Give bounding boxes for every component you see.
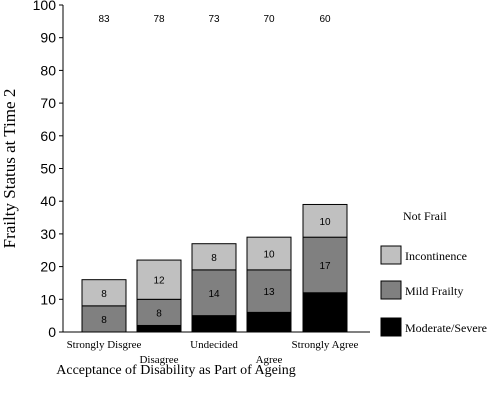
labels: 8 8 83 Strongly Disgree 8 12 78 Disagree 14 8 73 Un… xyxy=(67,14,359,366)
legend: Not Frail Incontinence Mild Frailty Moderat… xyxy=(380,209,487,337)
segment-value-label: 8 xyxy=(156,308,162,319)
bar-segment xyxy=(191,315,237,333)
y-tick-label: 80 xyxy=(40,62,56,78)
segment-value-label: 8 xyxy=(211,253,217,264)
bar-segment xyxy=(246,236,292,271)
bar-segment xyxy=(302,292,348,333)
not-frail-value-label: 83 xyxy=(98,14,110,25)
segment-value-label: 17 xyxy=(319,261,331,272)
bar-segment xyxy=(302,203,348,238)
segment-value-label: 14 xyxy=(208,289,220,300)
bar-segment xyxy=(81,305,127,333)
legend-swatch xyxy=(380,317,402,337)
category-label: Undecided xyxy=(190,339,238,351)
category-label: Disagree xyxy=(139,354,178,366)
axes: 0 10 20 30 40 50 60 70 80 90 100 Frailty Status at … xyxy=(0,0,370,378)
legend-swatch xyxy=(380,280,402,300)
y-tick-label: 60 xyxy=(40,128,56,144)
legend-item-label: Mild Frailty xyxy=(405,284,463,298)
segment-value-label: 10 xyxy=(263,250,275,261)
not-frail-value-label: 73 xyxy=(208,14,220,25)
not-frail-value-label: 70 xyxy=(263,14,275,25)
segment-value-label: 10 xyxy=(319,217,331,228)
y-tick-label: 20 xyxy=(40,259,56,275)
y-tick-label: 40 xyxy=(40,193,56,209)
bar-segment xyxy=(191,243,237,271)
segment-value-label: 13 xyxy=(263,287,275,298)
bar-segment xyxy=(246,311,292,333)
y-axis-title: Frailty Status at Time 2 xyxy=(0,89,19,249)
y-tick-label: 70 xyxy=(40,95,56,111)
y-tick-label: 50 xyxy=(40,161,56,177)
category-label: Agree xyxy=(256,354,283,366)
y-tick-label: 10 xyxy=(40,291,56,307)
not-frail-value-label: 78 xyxy=(153,14,165,25)
category-label: Strongly Agree xyxy=(292,339,359,351)
bar-segment xyxy=(191,269,237,317)
bar-segment xyxy=(136,324,182,333)
not-frail-value-label: 60 xyxy=(319,14,331,25)
y-tick-label: 30 xyxy=(40,226,56,242)
y-tick-label: 100 xyxy=(33,0,57,13)
y-tick-label: 0 xyxy=(48,324,56,340)
bar-segment xyxy=(136,259,182,300)
bars xyxy=(81,203,348,333)
legend-item-label: Incontinence xyxy=(405,249,467,263)
legend-item-label: Moderate/Severe xyxy=(405,321,487,335)
segment-value-label: 8 xyxy=(101,315,107,326)
bar-segment xyxy=(81,279,127,307)
bar-segment xyxy=(302,236,348,294)
category-label: Strongly Disgree xyxy=(67,339,142,351)
x-axis-title: Acceptance of Disability as Part of Agei… xyxy=(56,363,295,378)
legend-header: Not Frail xyxy=(403,209,447,223)
legend-swatch xyxy=(380,245,402,265)
segment-value-label: 12 xyxy=(153,276,165,287)
y-tick-label: 90 xyxy=(40,30,56,46)
segment-value-label: 8 xyxy=(101,289,107,300)
